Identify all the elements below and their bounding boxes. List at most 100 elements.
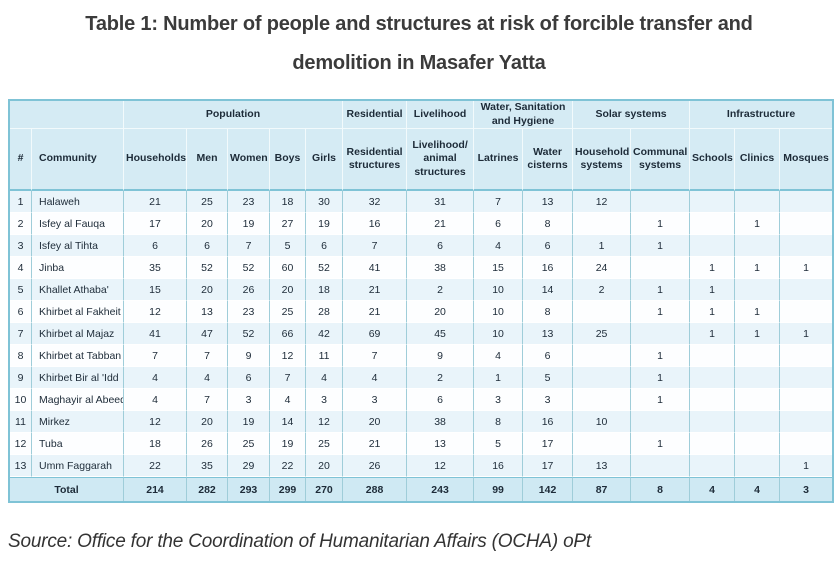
cell-value: 20 (343, 411, 408, 433)
cell-value: 26 (343, 455, 408, 477)
table-row: 1 Halaweh 21 25 23 18 30 32 31 7 13 12 (10, 191, 833, 213)
cell-value: 1 (690, 301, 736, 323)
cell-value (690, 389, 736, 411)
cell-value (735, 235, 781, 257)
row-number: 7 (10, 323, 32, 345)
total-value: 87 (573, 477, 632, 501)
cell-value: 42 (306, 323, 344, 345)
table-row: 10 Maghayir al Abeed 4 7 3 4 3 3 6 3 3 1 (10, 389, 833, 411)
table-row: 11 Mirkez 12 20 19 14 12 20 38 8 16 10 (10, 411, 833, 433)
cell-value: 4 (124, 389, 187, 411)
cell-value: 3 (523, 389, 574, 411)
cell-value: 47 (187, 323, 228, 345)
total-value: 99 (474, 477, 524, 501)
total-value: 142 (523, 477, 574, 501)
cell-value: 4 (187, 367, 228, 389)
total-label: Total (10, 477, 124, 501)
cell-value: 13 (573, 455, 632, 477)
cell-value: 52 (187, 257, 228, 279)
cell-value: 21 (343, 433, 408, 455)
cell-value: 12 (306, 411, 344, 433)
cell-value: 8 (474, 411, 524, 433)
cell-value: 16 (474, 455, 524, 477)
cell-value: 23 (228, 191, 270, 213)
table-footer: Total 214 282 293 299 270 288 243 99 142 87 8 4 4 3 (10, 477, 833, 501)
cell-value: 21 (124, 191, 187, 213)
cell-value: 17 (523, 433, 574, 455)
cell-value: 17 (124, 213, 187, 235)
column-header: Women (228, 129, 270, 191)
cell-value (573, 301, 632, 323)
column-header: Household systems (573, 129, 632, 191)
cell-value: 1 (631, 389, 691, 411)
cell-value: 45 (407, 323, 475, 345)
column-header: Residential structures (343, 129, 408, 191)
column-header-row: # Community Households Men Women Boys Girls Res… (10, 129, 833, 191)
cell-value: 11 (306, 345, 344, 367)
cell-value: 12 (407, 455, 475, 477)
cell-value: 3 (474, 389, 524, 411)
cell-value: 1 (735, 323, 781, 345)
cell-value: 1 (631, 213, 691, 235)
source-note: Source: Office for the Coordination of H… (8, 531, 591, 552)
column-header: Mosques (780, 129, 833, 191)
cell-value: 1 (735, 213, 781, 235)
cell-value: 21 (343, 301, 408, 323)
column-header: Community (32, 129, 124, 191)
cell-value (690, 455, 736, 477)
cell-value: 21 (407, 213, 475, 235)
cell-value (573, 367, 632, 389)
cell-value: 41 (343, 257, 408, 279)
cell-value (690, 367, 736, 389)
column-group-header: Water, Sanitation and Hygiene (474, 101, 574, 129)
cell-value: 29 (228, 455, 270, 477)
cell-value: 6 (407, 235, 475, 257)
table-row: 2 Isfey al Fauqa 17 20 19 27 19 16 21 6 8 1 1 (10, 213, 833, 235)
cell-value: 10 (474, 323, 524, 345)
cell-value: 19 (228, 213, 270, 235)
cell-value: 1 (690, 279, 736, 301)
cell-value: 7 (187, 389, 228, 411)
cell-value: 13 (187, 301, 228, 323)
cell-value: 41 (124, 323, 187, 345)
cell-value: 25 (228, 433, 270, 455)
cell-value: 69 (343, 323, 408, 345)
cell-value: 18 (306, 279, 344, 301)
cell-value: 1 (780, 323, 833, 345)
cell-value: 20 (407, 301, 475, 323)
cell-value (690, 433, 736, 455)
cell-value: 6 (523, 235, 574, 257)
cell-value: 1 (690, 323, 736, 345)
community-name: Jinba (32, 257, 124, 279)
cell-value (631, 257, 691, 279)
cell-value (780, 389, 833, 411)
cell-value (573, 213, 632, 235)
cell-value (631, 191, 691, 213)
cell-value: 24 (573, 257, 632, 279)
cell-value: 16 (523, 257, 574, 279)
cell-value: 7 (228, 235, 270, 257)
cell-value: 38 (407, 411, 475, 433)
cell-value: 22 (270, 455, 306, 477)
cell-value: 6 (306, 235, 344, 257)
cell-value: 4 (474, 345, 524, 367)
cell-value (735, 345, 781, 367)
cell-value (735, 455, 781, 477)
table-row: 7 Khirbet al Majaz 41 47 52 66 42 69 45 10 13 25 1 1 1 (10, 323, 833, 345)
cell-value: 1 (631, 433, 691, 455)
cell-value: 13 (523, 323, 574, 345)
row-number: 1 (10, 191, 32, 213)
row-number: 3 (10, 235, 32, 257)
cell-value: 26 (187, 433, 228, 455)
cell-value: 19 (306, 213, 344, 235)
cell-value: 20 (187, 279, 228, 301)
table-title-line1: Table 1: Number of people and structures… (85, 13, 753, 35)
cell-value: 1 (780, 455, 833, 477)
column-header: Livelihood/ animal structures (407, 129, 475, 191)
cell-value: 25 (306, 433, 344, 455)
total-value: 214 (124, 477, 187, 501)
cell-value: 31 (407, 191, 475, 213)
community-name: Halaweh (32, 191, 124, 213)
cell-value: 16 (343, 213, 408, 235)
